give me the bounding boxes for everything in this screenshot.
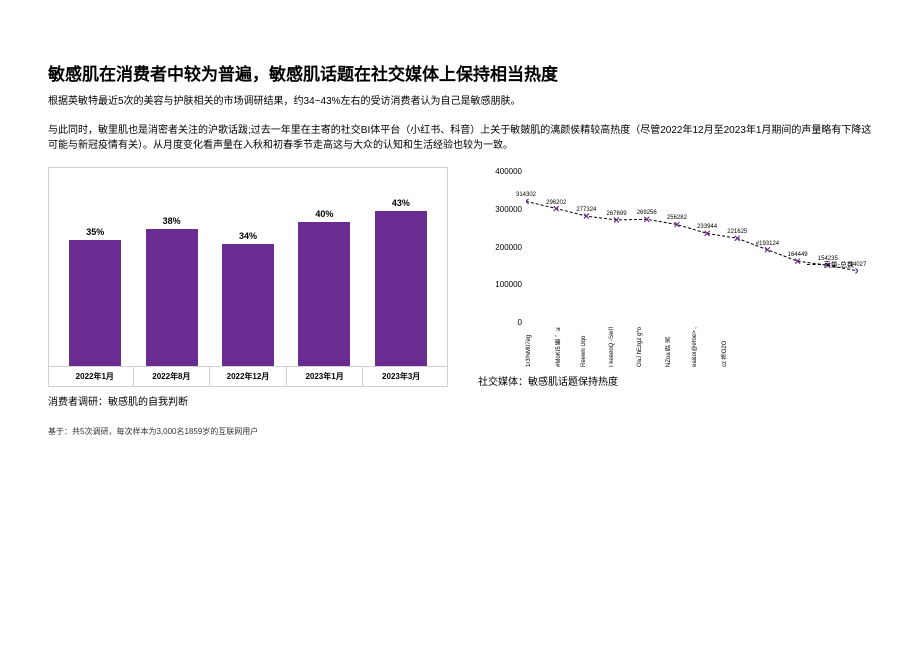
x-tick-label bbox=[803, 327, 831, 367]
bar-rect bbox=[69, 240, 121, 366]
line-value-label: 164449 bbox=[788, 252, 808, 258]
line-marker bbox=[765, 247, 770, 252]
line-value-label: 221625 bbox=[727, 229, 747, 235]
bar-group: 38% bbox=[133, 176, 209, 366]
bar-value-label: 34% bbox=[239, 231, 257, 241]
bar-chart-caption: 消费者调研：敏感肌的自我判断 bbox=[48, 393, 448, 408]
y-tick-label: 0 bbox=[478, 318, 522, 327]
line-marker bbox=[856, 268, 859, 273]
bar-value-label: 38% bbox=[163, 216, 181, 226]
line-value-label: 277324 bbox=[576, 207, 596, 213]
line-value-label: #193124 bbox=[756, 241, 779, 247]
line-chart-y-axis: 0 100000 200000 300000 400000 bbox=[478, 167, 526, 327]
bar-rect bbox=[375, 211, 427, 366]
bar-x-label: 2022年8月 bbox=[134, 367, 211, 386]
x-tick-label: I keeeoQ -SwITf bbox=[609, 327, 637, 367]
legend-label: 声量-总数 bbox=[824, 260, 854, 270]
bar-group: 34% bbox=[210, 176, 286, 366]
y-tick-label: 400000 bbox=[478, 167, 522, 176]
x-tick-label: NZoa 辤 耑 bbox=[664, 327, 692, 367]
bar-x-label: 2022年1月 bbox=[57, 367, 134, 386]
line-value-label: 233944 bbox=[697, 224, 717, 230]
bar-chart-column: 35%38%34%40%43% 2022年1月2022年8月2022年12月20… bbox=[48, 167, 448, 408]
bar-value-label: 35% bbox=[86, 227, 104, 237]
bar-rect bbox=[298, 222, 350, 366]
bar-group: 43% bbox=[363, 176, 439, 366]
line-value-label: 296202 bbox=[546, 200, 566, 206]
line-chart-caption: 社交媒体：敏感肌话题保持热度 bbox=[478, 373, 858, 388]
x-tick-label: ea&oi@efoe> ,O bbox=[692, 327, 720, 367]
bar-chart: 35% 38% 34% 40% 43% bbox=[48, 167, 448, 367]
line-value-label: 267699 bbox=[607, 211, 627, 217]
bar-x-label: 2023年3月 bbox=[363, 367, 439, 386]
y-tick-label: 300000 bbox=[478, 205, 522, 214]
line-marker bbox=[735, 236, 740, 241]
y-tick-label: 200000 bbox=[478, 243, 522, 252]
y-tick-label: 100000 bbox=[478, 280, 522, 289]
line-value-label: 314302 bbox=[516, 192, 536, 198]
x-tick-label: Reewn Uqo bbox=[581, 327, 609, 367]
bar-chart-x-axis: 2022年1月2022年8月2022年12月2023年1月2023年3月 bbox=[48, 367, 448, 387]
line-value-label: 256282 bbox=[667, 215, 687, 221]
charts-container: 35%38%34%40%43% 2022年1月2022年8月2022年12月20… bbox=[48, 167, 872, 408]
bar-group: 35% bbox=[57, 176, 133, 366]
x-tick-label bbox=[830, 327, 858, 367]
x-tick-label: OaJ hEzgz g*o-r bbox=[637, 327, 665, 367]
x-tick-label bbox=[775, 327, 803, 367]
bar-value-label: 40% bbox=[315, 209, 333, 219]
line-value-label: 269256 bbox=[637, 210, 657, 216]
line-chart-svg bbox=[526, 167, 858, 327]
line-legend: 声量-总数 bbox=[807, 260, 854, 270]
line-chart: 0 100000 200000 300000 400000 314302 296202 27… bbox=[478, 167, 858, 367]
bar-value-label: 43% bbox=[392, 198, 410, 208]
bar-group: 40% bbox=[286, 176, 362, 366]
x-tick-label: #MoKI5 籔 、at bbox=[554, 327, 582, 367]
line-chart-plot-area: 3143022962022773242676992692562562822339… bbox=[526, 167, 858, 327]
bar-x-label: 2023年1月 bbox=[287, 367, 364, 386]
bar-x-label: 2022年12月 bbox=[210, 367, 287, 386]
bar-rect bbox=[222, 244, 274, 366]
x-tick-label: 1r3%M07eg bbox=[526, 327, 554, 367]
bar-rect bbox=[146, 229, 198, 366]
legend-dash-icon bbox=[807, 264, 821, 265]
body-paragraph: 与此同时，敏里肌也是消密者关注的沪歌话跋;过去一年里在主寄的社交BI体平台（小红… bbox=[48, 123, 872, 153]
x-tick-label: cz 蒤O2O bbox=[720, 327, 748, 367]
line-chart-x-axis: 1r3%M07eg#MoKI5 籔 、atReewn UqoI keeeoQ -… bbox=[526, 327, 858, 367]
line-chart-column: 0 100000 200000 300000 400000 314302 296202 27… bbox=[478, 167, 858, 388]
footnote-text: 基于：共5次调研，每次样本为3,000名1859岁的互联网用户 bbox=[48, 426, 872, 437]
subtitle-text: 根据英敏特最近5次的美容与护肤相关的市场调研结果，约34~43%左右的受访消费者… bbox=[48, 95, 872, 109]
x-tick-label bbox=[747, 327, 775, 367]
page-title: 敏感肌在消费者中较为普遍，敏感肌话题在社交媒体上保持相当热度 bbox=[48, 60, 872, 85]
